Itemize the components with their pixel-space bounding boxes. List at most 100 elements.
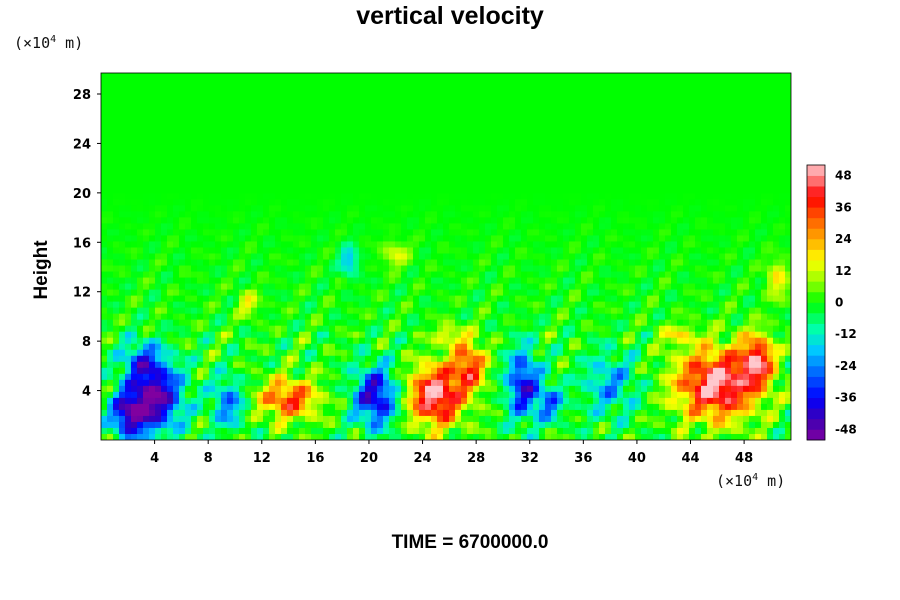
heatmap-cell [485, 331, 492, 339]
heatmap-cell [437, 91, 444, 98]
heatmap-cell [347, 181, 354, 188]
heatmap-cell [359, 187, 366, 194]
heatmap-cell [587, 157, 594, 164]
heatmap-cell [113, 313, 120, 321]
heatmap-cell [191, 241, 198, 249]
heatmap-cell [167, 115, 174, 122]
heatmap-cell [389, 367, 396, 375]
heatmap-cell [317, 175, 324, 182]
heatmap-cell [539, 271, 546, 279]
heatmap-cell [323, 427, 330, 435]
heatmap-cell [557, 181, 564, 188]
heatmap-cell [587, 109, 594, 116]
heatmap-cell [179, 73, 186, 80]
heatmap-cell [527, 79, 534, 86]
heatmap-cell [497, 385, 504, 393]
heatmap-cell [431, 253, 438, 261]
heatmap-cell [317, 373, 324, 381]
heatmap-cell [113, 373, 120, 381]
heatmap-cell [233, 73, 240, 80]
heatmap-cell [233, 79, 240, 86]
heatmap-cell [461, 409, 468, 417]
heatmap-cell [101, 331, 108, 339]
heatmap-cell [143, 217, 150, 225]
heatmap-cell [581, 169, 588, 176]
heatmap-cell [503, 409, 510, 417]
heatmap-cell [305, 115, 312, 122]
heatmap-cell [443, 103, 450, 110]
heatmap-cell [173, 247, 180, 255]
heatmap-cell [341, 403, 348, 411]
heatmap-cell [371, 313, 378, 321]
heatmap-cell [473, 163, 480, 170]
heatmap-cell [185, 415, 192, 423]
heatmap-cell [389, 349, 396, 357]
heatmap-cell [119, 415, 126, 423]
heatmap-cell [461, 259, 468, 267]
heatmap-cell [335, 235, 342, 243]
heatmap-cell [275, 421, 282, 429]
heatmap-cell [389, 121, 396, 128]
heatmap-cell [377, 343, 384, 351]
heatmap-cell [299, 403, 306, 411]
heatmap-cell [485, 391, 492, 399]
heatmap-cell [509, 145, 516, 152]
heatmap-cell [323, 331, 330, 339]
heatmap-cell [131, 121, 138, 128]
heatmap-cell [281, 127, 288, 134]
heatmap-cell [311, 97, 318, 104]
heatmap-cell [143, 127, 150, 134]
heatmap-cell [155, 343, 162, 351]
heatmap-cell [371, 319, 378, 327]
heatmap-cell [425, 301, 432, 309]
heatmap-cell [125, 187, 132, 194]
heatmap-cell [161, 115, 168, 122]
heatmap-cell [197, 79, 204, 86]
heatmap-cell [299, 349, 306, 357]
heatmap-cell [101, 361, 108, 369]
heatmap-cell [245, 379, 252, 387]
heatmap-cell [563, 163, 570, 170]
heatmap-cell [311, 367, 318, 375]
heatmap-cell [161, 175, 168, 182]
heatmap-cell [323, 367, 330, 375]
heatmap-cell [419, 79, 426, 86]
heatmap-cell [209, 193, 216, 200]
heatmap-cell [473, 73, 480, 80]
heatmap-cell [479, 193, 486, 200]
heatmap-cell [257, 379, 264, 387]
heatmap-cell [149, 133, 156, 140]
heatmap-cell [377, 265, 384, 273]
heatmap-cell [221, 319, 228, 327]
heatmap-cell [509, 73, 516, 80]
heatmap-cell [539, 241, 546, 249]
heatmap-cell [347, 115, 354, 122]
heatmap-cell [131, 235, 138, 243]
heatmap-cell [419, 265, 426, 273]
heatmap-cell [551, 229, 558, 237]
heatmap-cell [215, 415, 222, 423]
heatmap-cell [107, 79, 114, 86]
heatmap-cell [161, 259, 168, 267]
heatmap-cell [311, 379, 318, 387]
heatmap-cell [437, 313, 444, 321]
heatmap-cell [275, 367, 282, 375]
heatmap-cell [449, 199, 456, 206]
heatmap-cell [311, 211, 318, 218]
heatmap-cell [491, 415, 498, 423]
heatmap-cell [479, 409, 486, 417]
heatmap-cell [389, 301, 396, 309]
heatmap-cell [461, 337, 468, 345]
heatmap-cell [227, 169, 234, 176]
heatmap-cell [461, 199, 468, 206]
heatmap-cell [305, 187, 312, 194]
heatmap-cell [569, 379, 576, 387]
heatmap-cell [197, 247, 204, 255]
heatmap-cell [533, 397, 540, 405]
heatmap-cell [557, 133, 564, 140]
heatmap-cell [299, 391, 306, 399]
heatmap-cell [581, 91, 588, 98]
heatmap-cell [305, 169, 312, 176]
heatmap-cell [443, 181, 450, 188]
heatmap-cell [179, 409, 186, 417]
